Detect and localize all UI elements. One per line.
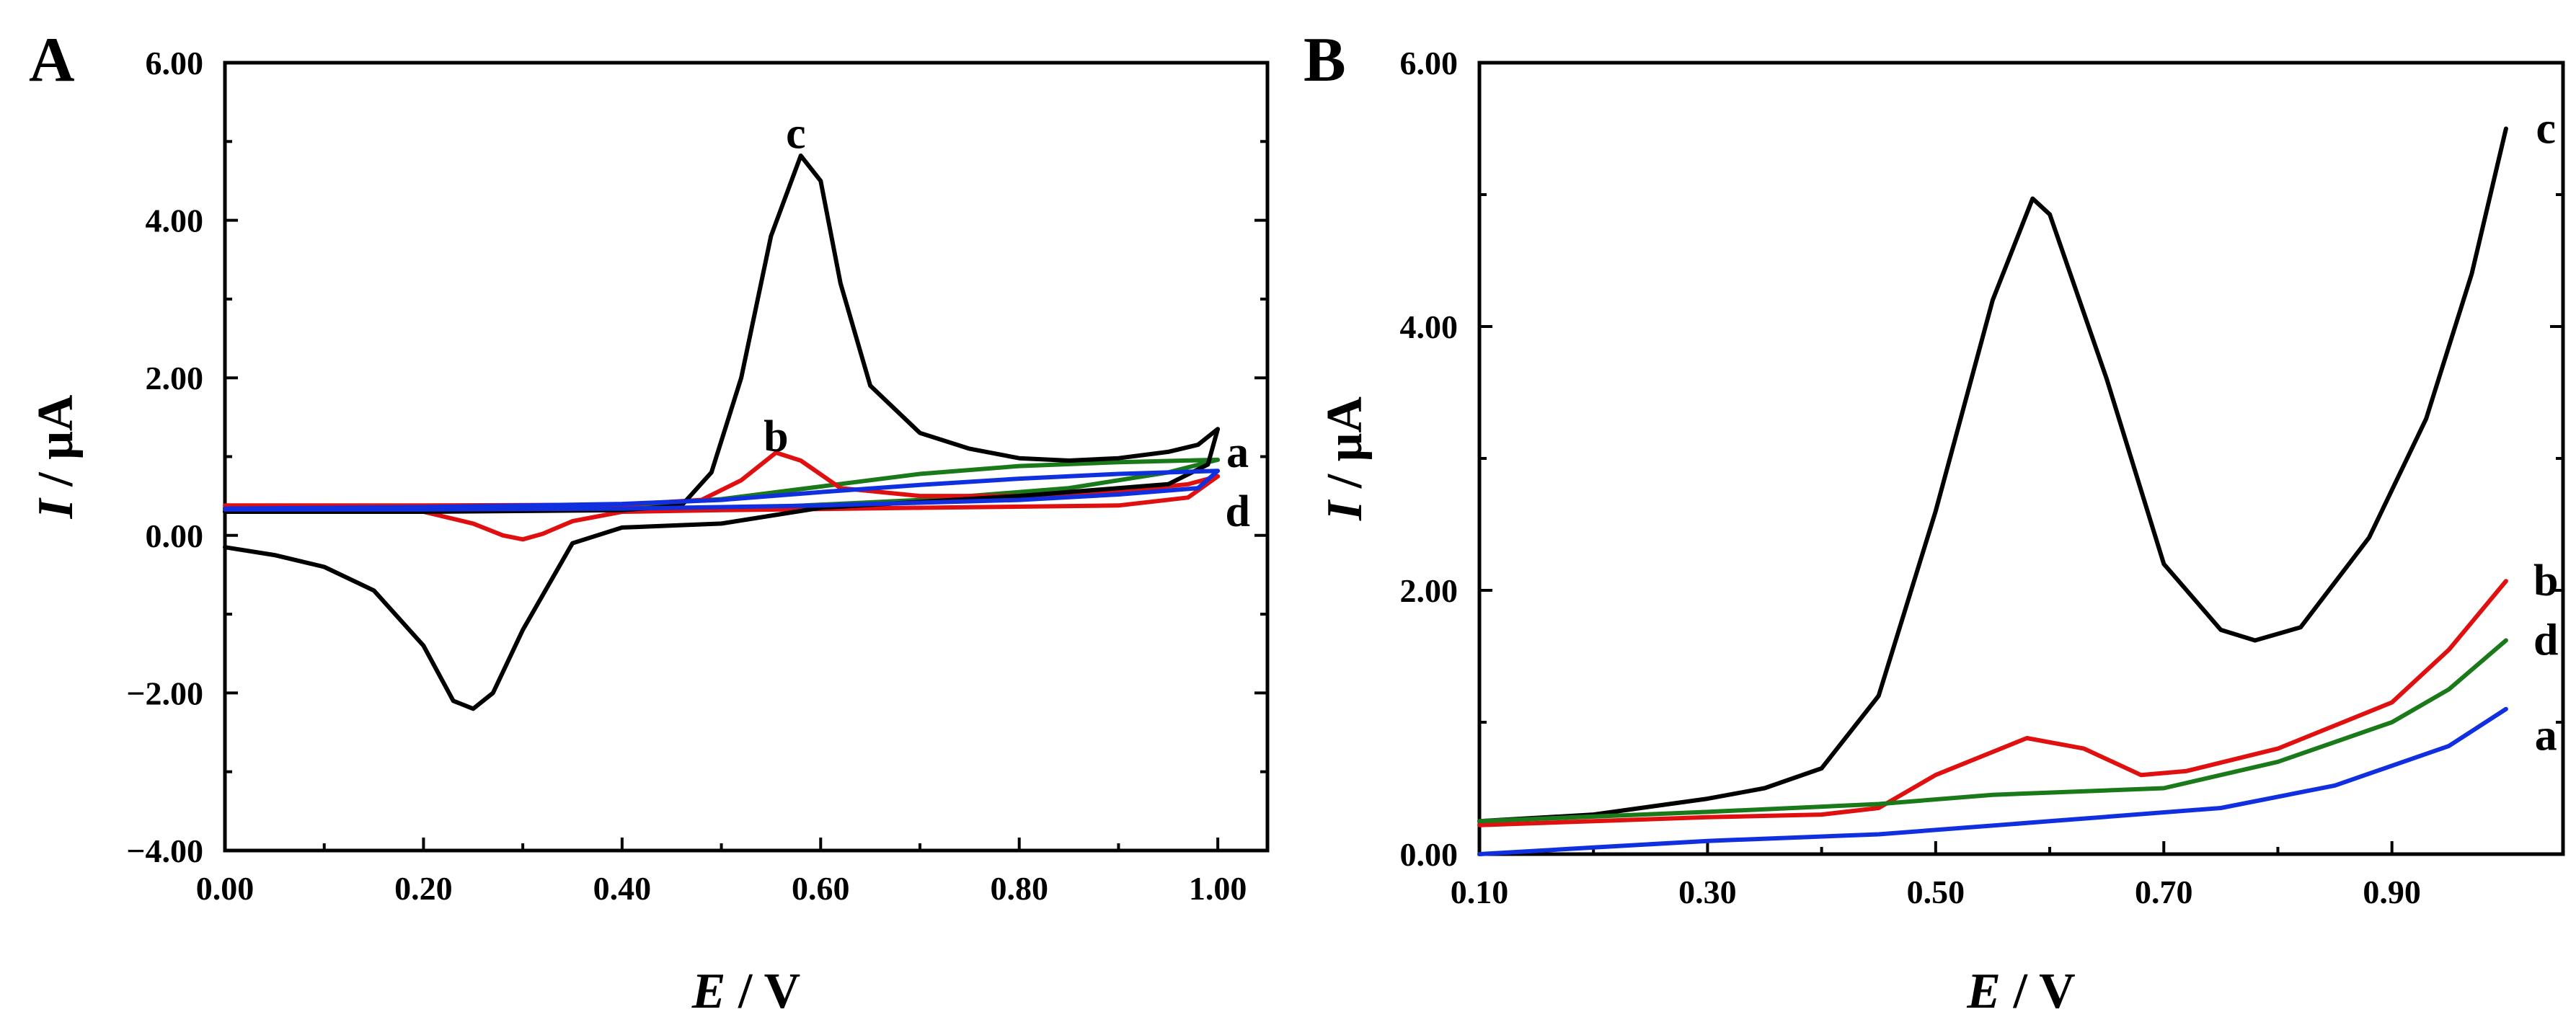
y-axis-label: I / μA [28, 394, 84, 519]
x-axis-label: E / V [1966, 964, 2075, 1019]
curve-label-c: c [2536, 105, 2557, 154]
x-tick-label: 0.70 [2135, 874, 2193, 910]
x-axis-label-unit: / V [725, 964, 800, 1019]
panel-letter: A [29, 25, 75, 95]
series-d-line [223, 469, 1221, 512]
y-tick-label: 4.00 [1400, 308, 1459, 345]
y-tick-label: 0.00 [146, 518, 204, 554]
y-axis-label-unit: / μA [28, 394, 84, 499]
x-tick-label: 0.00 [196, 870, 254, 907]
y-tick-label: 4.00 [146, 203, 204, 239]
x-axis-label-unit: / V [2001, 964, 2076, 1019]
y-axis-label-variable: I [1317, 499, 1373, 521]
x-tick-label: 1.00 [1189, 870, 1247, 907]
y-axis-label: I / μA [1317, 396, 1373, 521]
x-axis-label: E / V [691, 964, 800, 1019]
panel-a: A 0.00 0.20 0.40 0.60 0.80 1.00 −4.00 −2.00 0.00 2… [28, 25, 1270, 1019]
series-a-line [1477, 706, 2508, 856]
curve-label-c: c [786, 109, 806, 158]
y-tick-label: −2.00 [126, 675, 203, 711]
y-tick-label: −4.00 [126, 833, 203, 869]
x-tick-label: 0.50 [1907, 874, 1965, 910]
y-axis-label-unit: / μA [1317, 396, 1373, 501]
series-c-line [1477, 126, 2508, 824]
panel-b: B 0.10 0.30 0.50 0.70 0.90 0.00 2.00 4.00 6.00 E /… [1304, 25, 2565, 1019]
curve-label-a: a [1226, 428, 1249, 477]
y-tick-label: 2.00 [146, 360, 204, 396]
x-axis-label-variable: E [691, 964, 726, 1019]
x-tick-label: 0.40 [593, 870, 652, 907]
x-tick-label: 0.20 [394, 870, 453, 907]
curve-label-a: a [2535, 711, 2557, 760]
curve-label-d: d [1225, 487, 1249, 536]
y-tick-label: 6.00 [1400, 45, 1459, 81]
series-d-line [1477, 638, 2508, 824]
series-b-line [223, 450, 1221, 542]
panel-letter: B [1304, 25, 1346, 95]
x-tick-label: 0.90 [2363, 874, 2421, 910]
x-tick-label: 0.30 [1678, 874, 1737, 910]
x-tick-label: 0.10 [1451, 874, 1509, 910]
curve-label-d: d [2533, 616, 2558, 665]
curve-label-b: b [2533, 556, 2558, 605]
curve-label-b: b [763, 412, 788, 461]
series-b-line [1477, 579, 2508, 827]
series-c-line [223, 154, 1221, 711]
y-tick-label: 2.00 [1400, 572, 1459, 609]
y-tick-label: 6.00 [146, 45, 204, 81]
x-tick-label: 0.80 [990, 870, 1048, 907]
y-axis-label-variable: I [28, 497, 84, 519]
x-axis-label-variable: E [1966, 964, 2001, 1019]
x-tick-label: 0.60 [792, 870, 850, 907]
y-tick-label: 0.00 [1400, 836, 1459, 873]
plot-frame [1477, 61, 2565, 856]
